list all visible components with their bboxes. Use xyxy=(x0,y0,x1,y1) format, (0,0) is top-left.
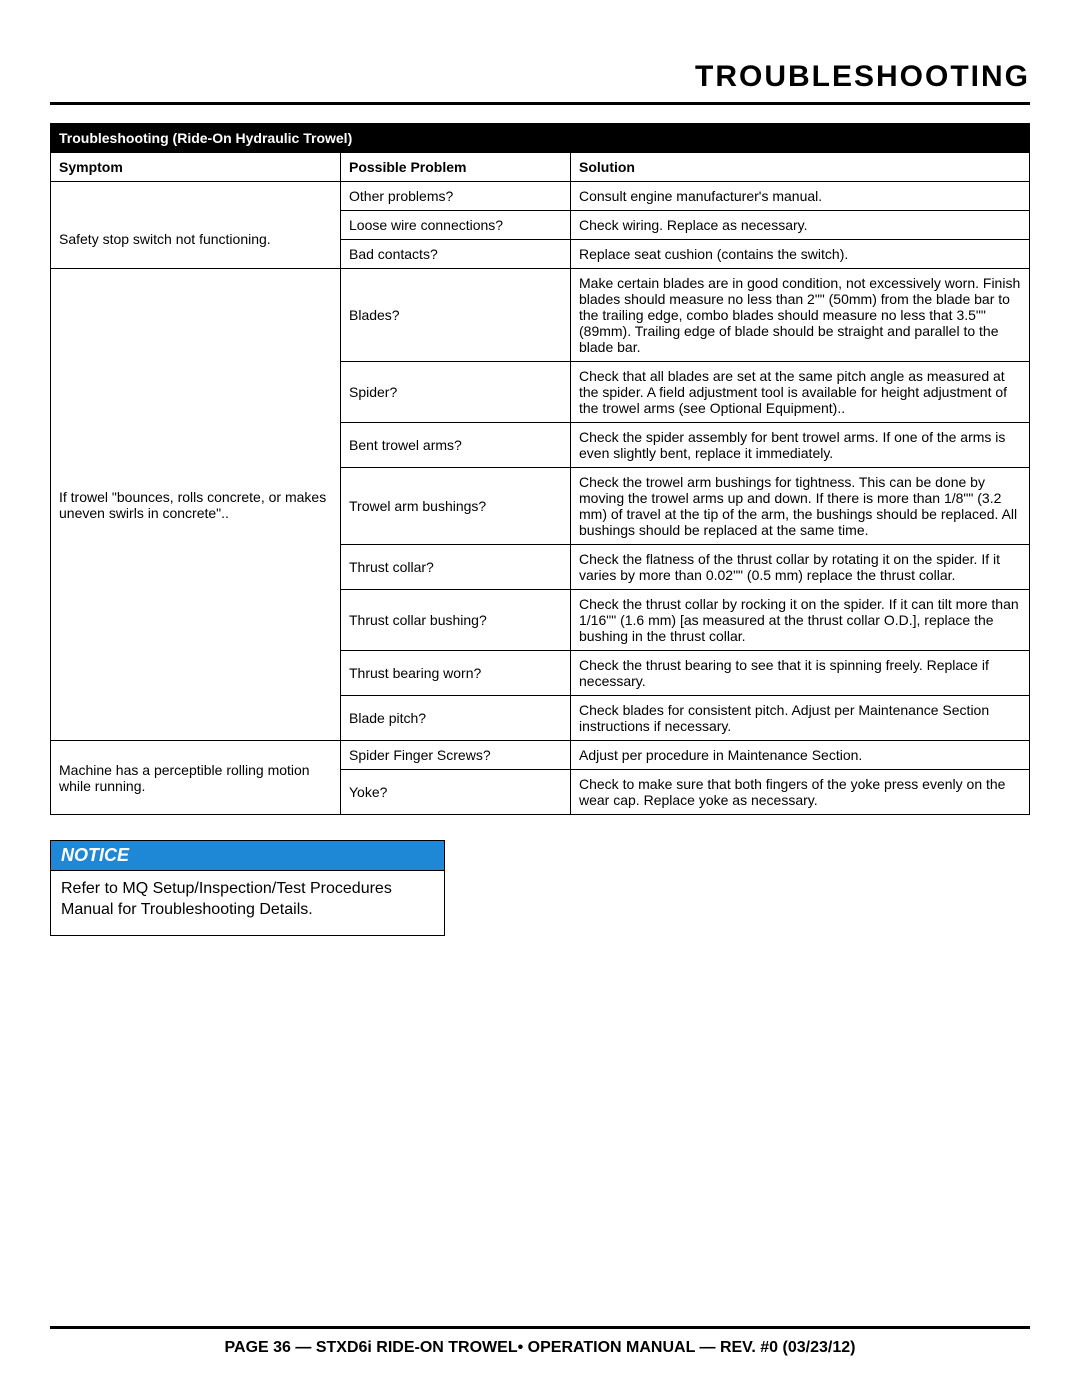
notice-box: NOTICE Refer to MQ Setup/Inspection/Test… xyxy=(50,840,445,936)
cell-solution: Check that all blades are set at the sam… xyxy=(571,362,1030,423)
col-header-solution: Solution xyxy=(571,153,1030,182)
cell-symptom: Safety stop switch not functioning. xyxy=(51,211,341,269)
cell-problem: Thrust collar bushing? xyxy=(341,590,571,651)
table-header-row: Symptom Possible Problem Solution xyxy=(51,153,1030,182)
cell-solution: Check the flatness of the thrust collar … xyxy=(571,545,1030,590)
table-row: Safety stop switch not functioning.Loose… xyxy=(51,211,1030,240)
cell-problem: Bad contacts? xyxy=(341,240,571,269)
cell-problem: Blades? xyxy=(341,269,571,362)
cell-problem: Spider? xyxy=(341,362,571,423)
cell-solution: Check blades for consistent pitch. Adjus… xyxy=(571,696,1030,741)
cell-solution: Check the thrust collar by rocking it on… xyxy=(571,590,1030,651)
cell-symptom xyxy=(51,182,341,211)
cell-solution: Check the spider assembly for bent trowe… xyxy=(571,423,1030,468)
cell-solution: Consult engine manufacturer's manual. xyxy=(571,182,1030,211)
page-title: TROUBLESHOOTING xyxy=(50,60,1030,105)
page-footer: PAGE 36 — STXD6i RIDE-ON TROWEL• OPERATI… xyxy=(50,1326,1030,1357)
table-row: Machine has a perceptible rolling motion… xyxy=(51,741,1030,770)
table-row: Other problems?Consult engine manufactur… xyxy=(51,182,1030,211)
cell-solution: Make certain blades are in good conditio… xyxy=(571,269,1030,362)
col-header-symptom: Symptom xyxy=(51,153,341,182)
cell-solution: Check the thrust bearing to see that it … xyxy=(571,651,1030,696)
troubleshooting-table: Troubleshooting (Ride-On Hydraulic Trowe… xyxy=(50,123,1030,815)
col-header-problem: Possible Problem xyxy=(341,153,571,182)
cell-solution: Check the trowel arm bushings for tightn… xyxy=(571,468,1030,545)
cell-solution: Replace seat cushion (contains the switc… xyxy=(571,240,1030,269)
cell-problem: Other problems? xyxy=(341,182,571,211)
table-body: Other problems?Consult engine manufactur… xyxy=(51,182,1030,815)
cell-solution: Check wiring. Replace as necessary. xyxy=(571,211,1030,240)
cell-problem: Bent trowel arms? xyxy=(341,423,571,468)
cell-problem: Yoke? xyxy=(341,770,571,815)
cell-problem: Trowel arm bushings? xyxy=(341,468,571,545)
cell-problem: Spider Finger Screws? xyxy=(341,741,571,770)
cell-problem: Thrust bearing worn? xyxy=(341,651,571,696)
notice-header: NOTICE xyxy=(51,841,444,871)
table-title: Troubleshooting (Ride-On Hydraulic Trowe… xyxy=(51,124,1030,153)
cell-solution: Adjust per procedure in Maintenance Sect… xyxy=(571,741,1030,770)
cell-solution: Check to make sure that both fingers of … xyxy=(571,770,1030,815)
cell-problem: Blade pitch? xyxy=(341,696,571,741)
notice-body: Refer to MQ Setup/Inspection/Test Proced… xyxy=(51,871,444,935)
cell-symptom: Machine has a perceptible rolling motion… xyxy=(51,741,341,815)
cell-problem: Thrust collar? xyxy=(341,545,571,590)
table-title-row: Troubleshooting (Ride-On Hydraulic Trowe… xyxy=(51,124,1030,153)
cell-problem: Loose wire connections? xyxy=(341,211,571,240)
cell-symptom: If trowel "bounces, rolls concrete, or m… xyxy=(51,269,341,741)
table-row: If trowel "bounces, rolls concrete, or m… xyxy=(51,269,1030,362)
